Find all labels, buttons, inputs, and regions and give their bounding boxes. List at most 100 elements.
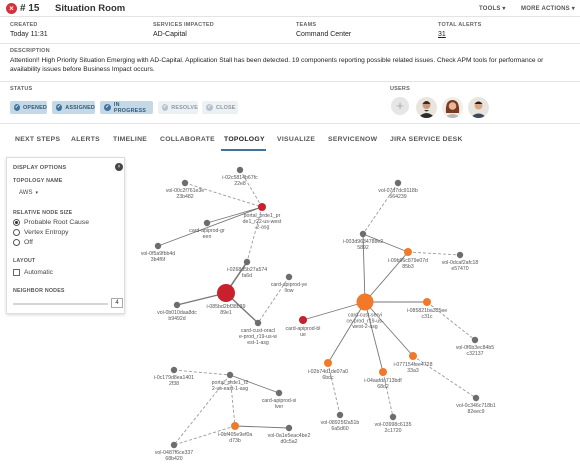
- topology-node-marker[interactable]: [404, 248, 412, 256]
- topology-graph[interactable]: i-02c5814b67fc 22e8 vol-00c2f761e3e 23b482 p…: [0, 150, 580, 475]
- topology-node[interactable]: vol-0f5a9fbb4d 3b4f6f: [141, 242, 175, 263]
- topology-node[interactable]: vol-0dcaf2afc18 e57470: [442, 251, 479, 272]
- topology-node-marker[interactable]: [423, 298, 431, 306]
- topology-node-marker[interactable]: [254, 319, 262, 327]
- topology-node-label: vol-0b010daa8dc b9492d: [157, 310, 197, 322]
- topology-node-marker[interactable]: [236, 166, 244, 174]
- topology-node[interactable]: portal_prde1_pr de1_r22-us-west -2-asg: [243, 203, 282, 231]
- radio-probable-root-cause[interactable]: Probable Root Cause: [13, 219, 89, 226]
- topology-node-marker[interactable]: [359, 230, 367, 238]
- topology-node[interactable]: vol-0b010daa8dc b9492d: [157, 301, 197, 322]
- topology-node-marker[interactable]: [231, 422, 239, 430]
- topology-node[interactable]: card-apiprod-ye llow: [271, 273, 307, 294]
- tab-next-steps[interactable]: NEXT STEPS: [15, 136, 61, 143]
- topology-node-marker[interactable]: [203, 219, 211, 227]
- more-actions-menu[interactable]: MORE ACTIONS ▾: [521, 6, 575, 12]
- avatar[interactable]: [442, 97, 463, 118]
- topology-node-marker[interactable]: [299, 316, 307, 324]
- tab-servicenow[interactable]: SERVICENOW: [328, 136, 378, 143]
- topology-node[interactable]: card-apiprod-gr een: [189, 219, 225, 240]
- topology-node-marker[interactable]: [324, 359, 332, 367]
- topology-node-marker[interactable]: [154, 242, 162, 250]
- tab-topology[interactable]: TOPOLOGY: [224, 136, 265, 143]
- tab-jira-service-desk[interactable]: JIRA SERVICE DESK: [390, 136, 463, 143]
- status-assigned-button[interactable]: ✓ ASSIGNED: [52, 101, 95, 114]
- topology-node-marker[interactable]: [181, 179, 189, 187]
- topology-node[interactable]: i-0c179d8ea1401 2f38: [154, 366, 194, 387]
- topology-name-select[interactable]: AWS ▾: [19, 190, 38, 196]
- close-circle-icon[interactable]: ×: [6, 3, 17, 14]
- status-resolve-button[interactable]: ✓ RESOLVE: [158, 101, 198, 114]
- topology-node-label: vol-0dcaf2afc18 e57470: [442, 260, 479, 272]
- topology-node-label: i-077154fee4728 33a3: [394, 362, 433, 374]
- topology-node-marker[interactable]: [275, 389, 283, 397]
- chevron-up-icon[interactable]: ˄: [115, 163, 123, 171]
- topology-node[interactable]: i-0bf405e9ef0a d73b: [218, 422, 253, 444]
- avatar[interactable]: [468, 97, 489, 118]
- topology-node[interactable]: vol-07d7dc9118b 564239: [378, 179, 418, 200]
- description-label: DESCRIPTION: [10, 48, 50, 54]
- topology-node[interactable]: i-04aafda713bdf 68d2: [364, 368, 402, 390]
- topology-node-label: vol-00c2f761e3e 23b482: [166, 188, 204, 200]
- topology-node-marker[interactable]: [170, 366, 178, 374]
- topology-node-marker[interactable]: [456, 251, 464, 259]
- topology-node[interactable]: vol-08925f2a51b 6a5d60: [321, 411, 360, 432]
- active-tab-indicator: [221, 149, 266, 151]
- topology-node-marker[interactable]: [471, 336, 479, 344]
- topology-node[interactable]: vol-0487f6ce337 68b420: [155, 441, 193, 462]
- total-alerts-link[interactable]: 31: [438, 31, 446, 38]
- neighbor-nodes-slider[interactable]: [13, 303, 108, 305]
- topology-node[interactable]: card-cust-oracl e-prod_r19-us-w est-1-asg: [239, 319, 277, 346]
- tools-menu[interactable]: TOOLS ▾: [479, 6, 506, 12]
- topology-node-marker[interactable]: [226, 371, 234, 379]
- topology-node-marker[interactable]: [285, 424, 293, 432]
- topology-node-marker[interactable]: [217, 284, 235, 302]
- topology-node[interactable]: i-085821ba335ee c31c: [407, 298, 448, 320]
- topology-node[interactable]: card-cust-servi ce-prod_r19-us-west-2-asg: [347, 293, 384, 331]
- topology-node-label: vol-07d7dc9118b 564239: [378, 188, 418, 200]
- topology-node[interactable]: i-02b74d1de07a0 6bdc: [308, 359, 349, 381]
- topology-node-marker[interactable]: [170, 441, 178, 449]
- topology-node[interactable]: vol-03998c6135 2c1720: [375, 413, 412, 434]
- topology-node-marker[interactable]: [285, 273, 293, 281]
- topology-node[interactable]: i-02c5814b67fc 22e8: [222, 166, 258, 187]
- topology-node-marker[interactable]: [173, 301, 181, 309]
- topology-node[interactable]: vol-0a1e5eac4be2 d0c5a2: [268, 424, 311, 445]
- check-icon: ✓: [162, 104, 169, 111]
- topology-node-marker[interactable]: [356, 293, 374, 311]
- radio-off[interactable]: Off: [13, 239, 33, 246]
- topology-node[interactable]: vol-0c346c718b1 82eec9: [456, 394, 496, 415]
- status-in-progress-button[interactable]: ✓ IN PROGRESS: [100, 101, 153, 114]
- tab-timeline[interactable]: TIMELINE: [113, 136, 148, 143]
- topology-node[interactable]: i-077154fee4728 33a3: [394, 352, 433, 374]
- neighbor-nodes-input[interactable]: 4: [111, 298, 123, 308]
- status-opened-button[interactable]: ✓ OPENED: [10, 101, 47, 114]
- avatar[interactable]: [416, 97, 437, 118]
- radio-vertex-entropy[interactable]: Vertex Entropy: [13, 229, 69, 236]
- topology-node-marker[interactable]: [258, 203, 266, 211]
- topology-edge: [407, 251, 461, 256]
- status-close-button[interactable]: ✓ CLOSE: [202, 101, 238, 114]
- topology-node-marker[interactable]: [243, 258, 251, 266]
- topology-node[interactable]: vol-00c2f761e3e 23b482: [166, 179, 204, 200]
- tab-collaborate[interactable]: COLLABORATE: [160, 136, 215, 143]
- topology-node-marker[interactable]: [472, 394, 480, 402]
- topology-node[interactable]: card-apiprod-si lver: [262, 389, 297, 410]
- topology-node[interactable]: i-003d9634788e2 5892: [343, 230, 384, 251]
- tab-alerts[interactable]: ALERTS: [71, 136, 100, 143]
- topology-node-marker[interactable]: [389, 413, 397, 421]
- topology-node-marker[interactable]: [379, 368, 387, 376]
- check-icon: ✓: [206, 104, 213, 111]
- tab-visualize[interactable]: VISUALIZE: [277, 136, 316, 143]
- topology-node-marker[interactable]: [409, 352, 417, 360]
- topology-node-marker[interactable]: [394, 179, 402, 187]
- topology-node-marker[interactable]: [336, 411, 344, 419]
- topology-node[interactable]: portal_prde1_r2 2-us-east-1-asg: [212, 371, 249, 392]
- topology-node[interactable]: card-apiprod-bl ue: [286, 316, 321, 338]
- automatic-layout-checkbox[interactable]: Automatic: [13, 269, 53, 276]
- add-user-button[interactable]: +: [391, 97, 409, 115]
- topology-node[interactable]: i-09b96c879e07d 85b3: [388, 248, 428, 270]
- topology-node[interactable]: i-0268d5b27a574 fa6d: [227, 258, 268, 279]
- topology-node[interactable]: vol-0f6b3ec84b5 c32137: [456, 336, 494, 357]
- topology-node[interactable]: i-085bd2bf38b39 89e1: [207, 284, 246, 316]
